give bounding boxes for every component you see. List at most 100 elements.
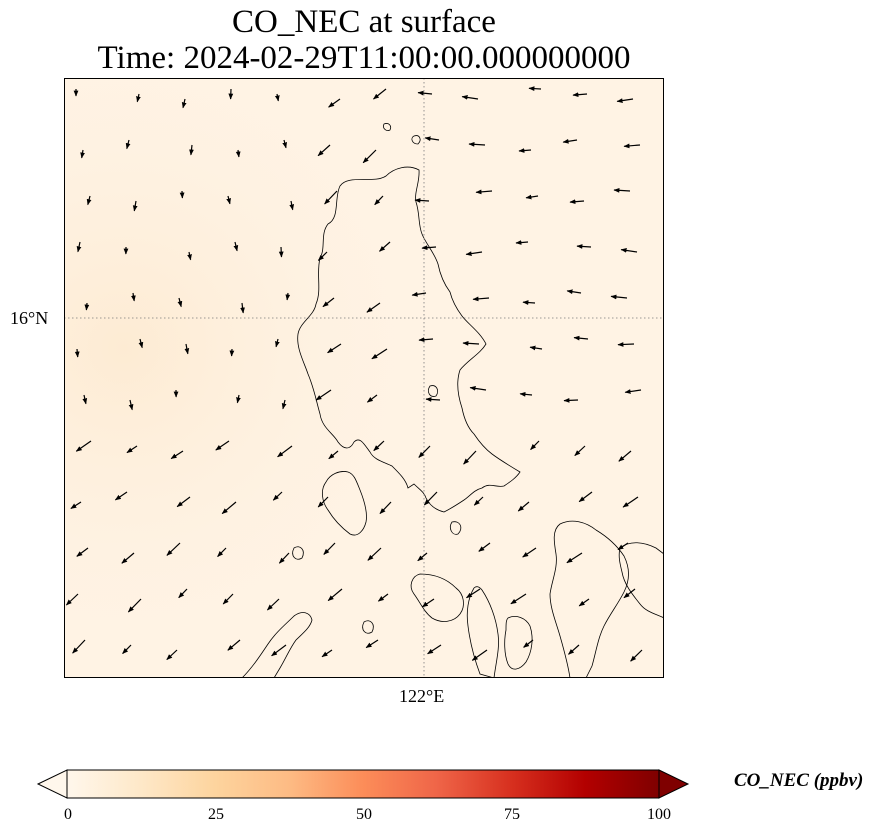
colorbar-tick-label: 75 [504, 806, 520, 823]
wind-vector [266, 598, 280, 611]
wind-vector [373, 88, 387, 100]
wind-vector [578, 598, 590, 607]
coastlines [241, 123, 664, 678]
wind-vector [517, 501, 530, 512]
wind-vector [510, 593, 527, 605]
islet-3 [428, 385, 438, 397]
wind-vector [235, 149, 241, 158]
wind-vector [576, 244, 592, 249]
wind-vector [285, 292, 291, 301]
wind-vector [126, 445, 138, 454]
wind-vector [70, 501, 82, 510]
wind-vector [414, 198, 430, 203]
map-title-line-2: Time: 2024-02-29T11:00:00.000000000 [97, 40, 631, 76]
wind-vector [623, 588, 636, 599]
colorbar-tick-label: 50 [356, 806, 372, 823]
wind-vector [529, 345, 543, 351]
wind-vector [417, 552, 428, 562]
wind-vector [417, 90, 433, 96]
wind-vector [566, 552, 583, 564]
wind-vector [617, 542, 629, 551]
wind-vector [562, 138, 578, 144]
wind-vector [317, 251, 328, 261]
wind-vector [121, 552, 135, 564]
wind-vector [131, 292, 136, 302]
wind-vector [366, 394, 378, 403]
wind-vector [421, 245, 437, 251]
wind-vector [423, 491, 438, 506]
wind-vector [478, 542, 491, 552]
wind-vector [317, 144, 331, 157]
colorbar-max-extension [658, 769, 690, 799]
wind-vector [465, 251, 483, 256]
colorbar-tick-label: 25 [208, 806, 224, 823]
wind-vector [278, 246, 284, 258]
wind-vector [80, 149, 85, 159]
panay-coastline [410, 573, 464, 622]
wind-vector [327, 588, 343, 602]
wind-vector [566, 289, 582, 295]
wind-vector [377, 593, 389, 602]
wind-vector [367, 547, 382, 561]
wind-vector [522, 300, 536, 305]
map-title-line-1: CO_NEC at surface [232, 4, 496, 40]
wind-vector [362, 149, 377, 164]
colorbar-tick-label: 0 [64, 806, 72, 823]
wind-vector [274, 93, 280, 102]
wind-vector [226, 195, 231, 205]
mindoro-coastline [322, 471, 367, 536]
wind-vector [74, 348, 80, 358]
wind-vector [84, 302, 90, 311]
mindanao-coastline [618, 542, 664, 619]
wind-vector [462, 340, 480, 346]
wind-vector [275, 338, 280, 348]
wind-vector [327, 343, 342, 354]
islet-5 [292, 546, 304, 560]
bohol-cebu-coastline [504, 616, 533, 670]
wind-vector [125, 139, 131, 150]
wind-vector [82, 394, 88, 405]
wind-vector [617, 342, 635, 347]
wind-vector [573, 335, 589, 341]
wind-vector [618, 450, 632, 462]
wind-vector [578, 491, 593, 503]
wind-vector [75, 440, 92, 452]
luzon-coastline [297, 166, 521, 513]
wind-vector [373, 440, 385, 452]
lat-tick-label: 16°N [10, 308, 49, 328]
islet-1 [383, 123, 392, 131]
concentration-haze [64, 78, 664, 678]
map-frame [64, 78, 664, 678]
wind-vector [574, 445, 586, 457]
wind-vector [630, 649, 643, 662]
islet-2 [411, 135, 421, 145]
wind-vector [374, 195, 384, 206]
wind-vector [72, 639, 86, 654]
wind-vector [623, 143, 641, 149]
lon-tick-label: 122°E [399, 686, 445, 706]
wind-vector [86, 195, 92, 206]
wind-vector [424, 136, 440, 142]
wind-vector [177, 297, 183, 308]
wind-vectors [65, 86, 643, 662]
wind-vector [128, 399, 134, 411]
wind-vector [379, 241, 391, 252]
wind-vector [616, 98, 634, 103]
wind-vector [620, 248, 638, 253]
wind-vector [328, 98, 341, 108]
wind-vector [289, 200, 295, 211]
wind-vector [324, 190, 338, 205]
wind-vector [315, 389, 332, 401]
wind-vector [170, 450, 184, 460]
southern-islands-coastline [241, 612, 313, 678]
wind-vector [519, 391, 533, 397]
wind-vector [217, 547, 227, 558]
wind-vector [528, 86, 542, 92]
wind-vector [181, 98, 187, 109]
wind-vector [221, 501, 237, 515]
wind-vector [278, 552, 290, 564]
wind-vector [222, 593, 234, 605]
wind-vector [227, 639, 241, 651]
wind-vector [166, 649, 178, 661]
wind-vector [365, 639, 379, 649]
